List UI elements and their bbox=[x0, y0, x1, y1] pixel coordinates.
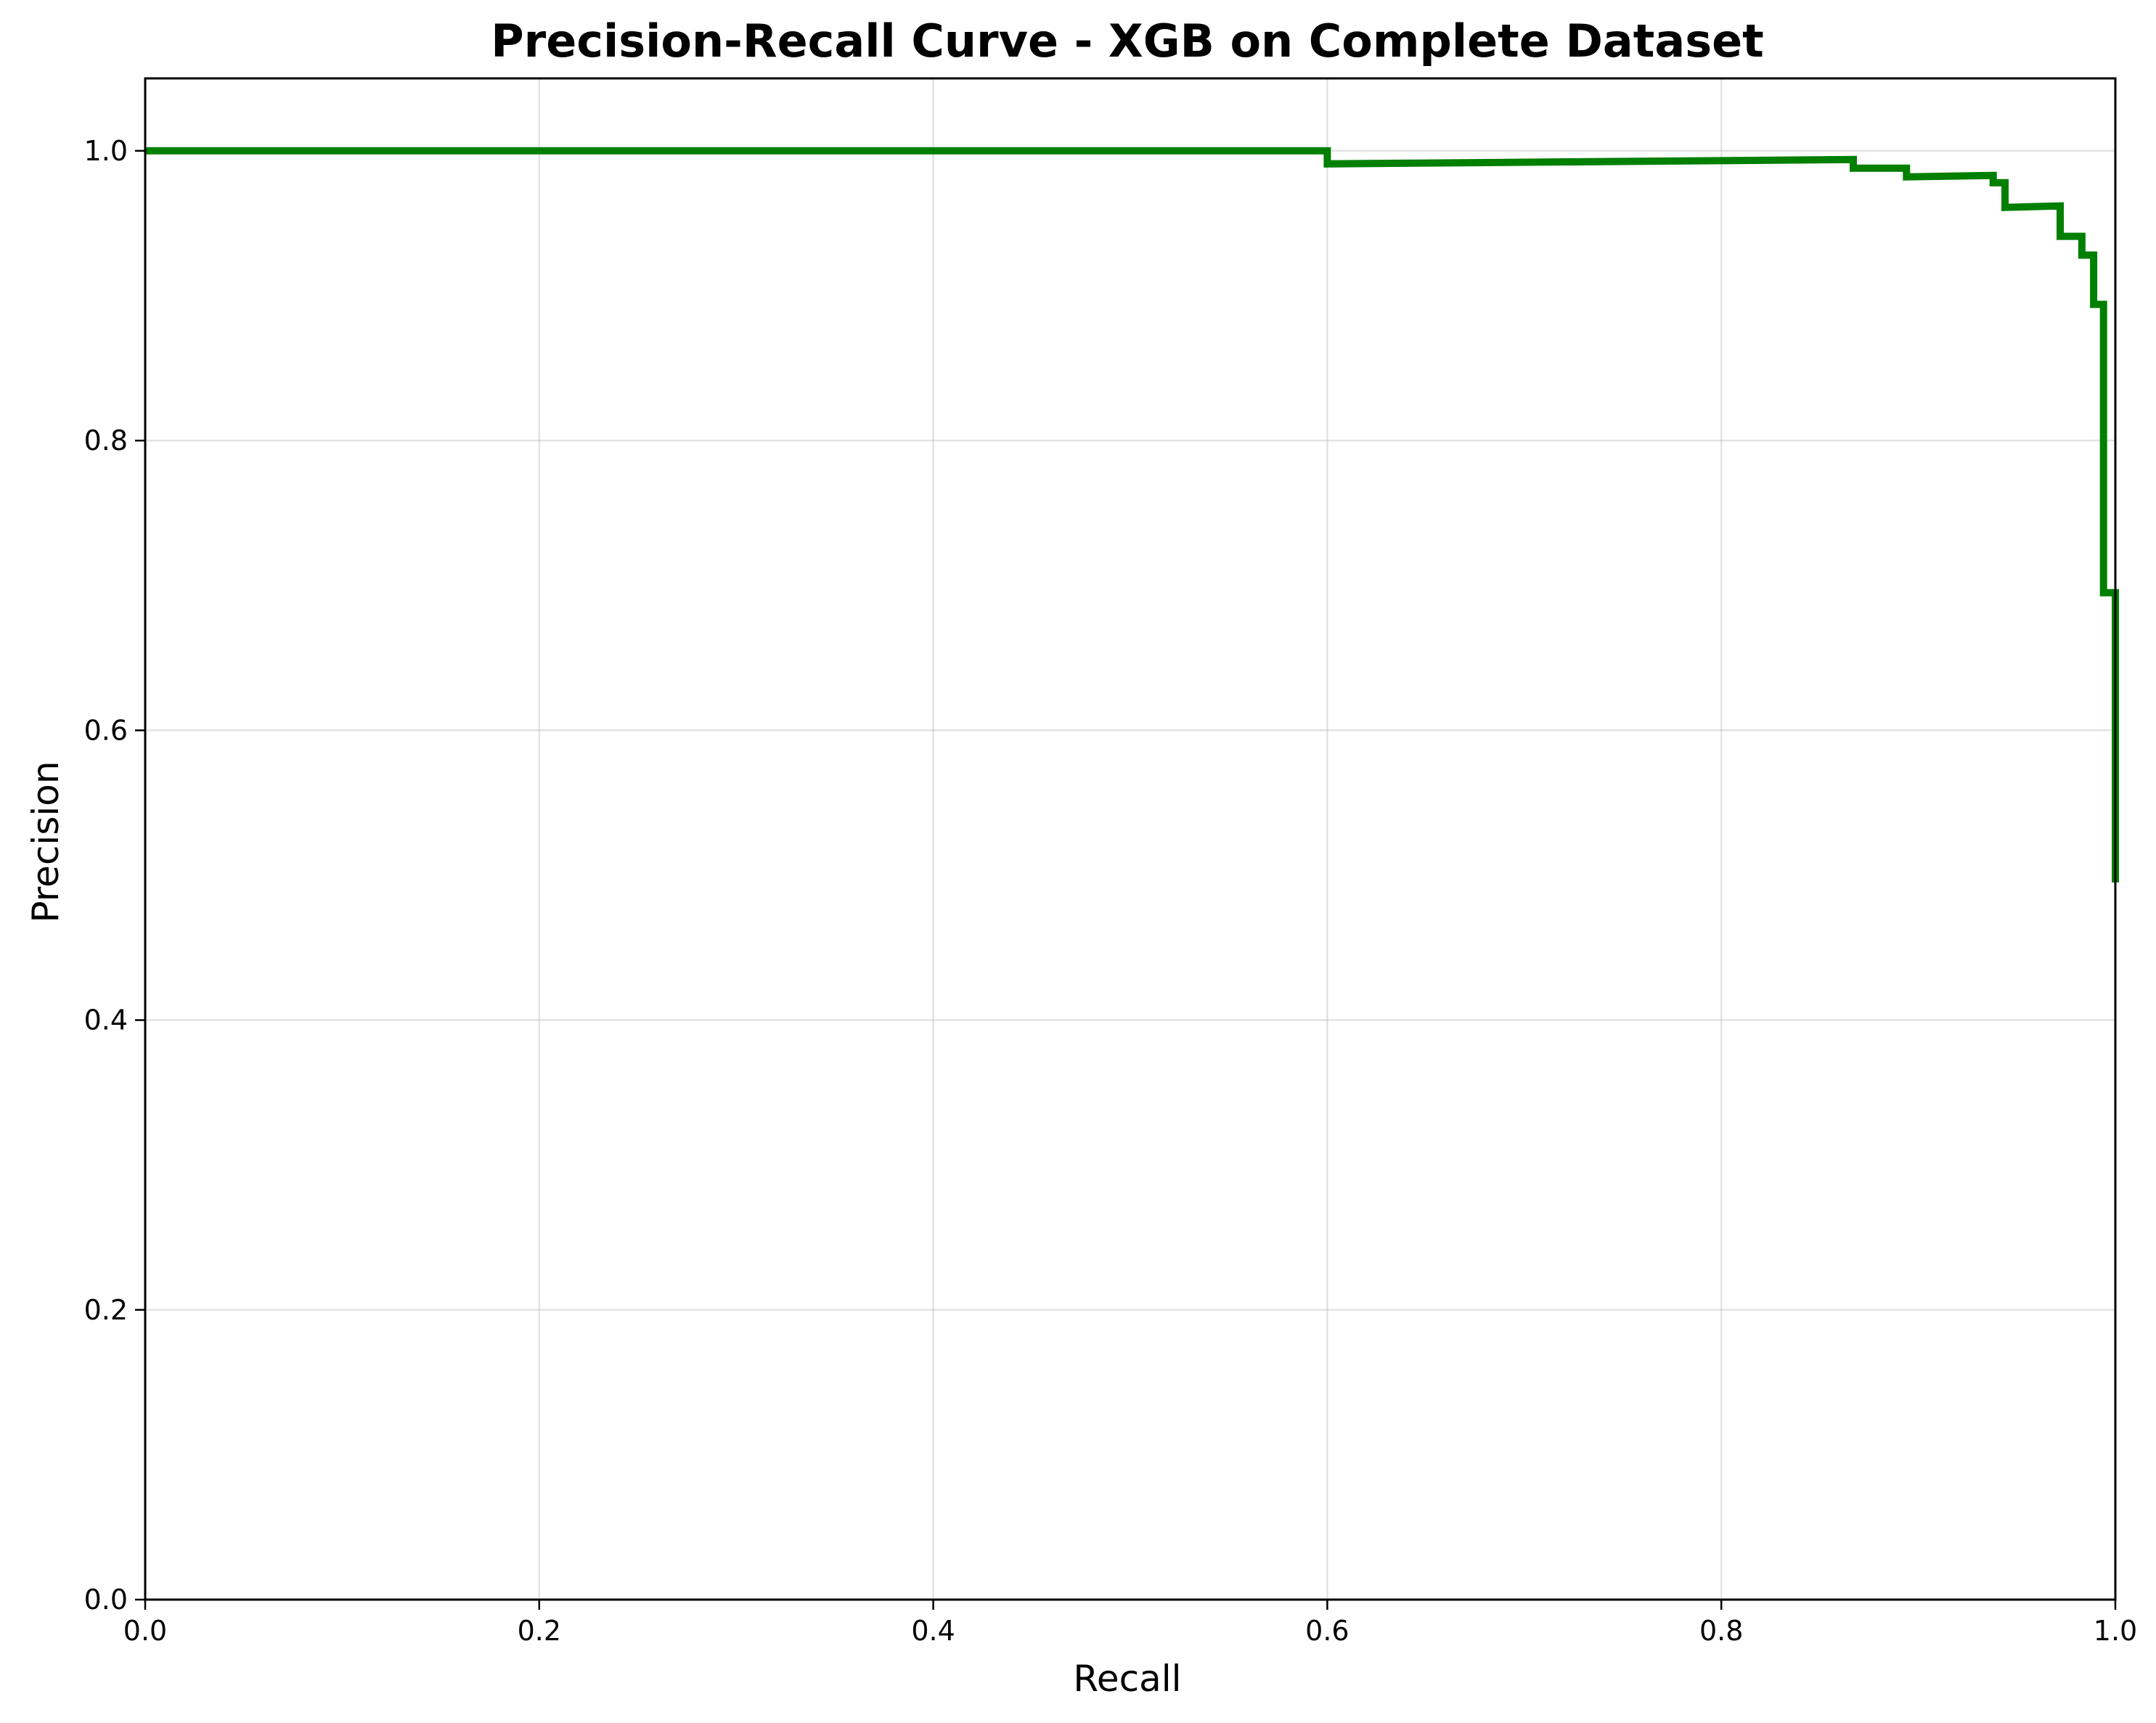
tick-layer: 0.0 0.2 0.4 0.6 0.8 1.0 0.0 0.2 0.4 0.6 0.8 1.0 bbox=[84, 135, 2138, 1647]
x-tick-label: 0.6 bbox=[1305, 1615, 1349, 1647]
x-tick-label: 0.2 bbox=[518, 1615, 561, 1647]
x-tick-label: 0.4 bbox=[911, 1615, 955, 1647]
grid-layer bbox=[144, 78, 2117, 1601]
y-tick-label: 0.0 bbox=[84, 1584, 128, 1616]
chart-title: Precision-Recall Curve - XGB on Complete… bbox=[491, 15, 1764, 67]
y-axis-label: Precision bbox=[25, 761, 67, 922]
y-tick-label: 0.4 bbox=[84, 1004, 128, 1036]
plot-frame bbox=[144, 77, 2117, 1601]
y-tick-label: 0.6 bbox=[84, 714, 128, 746]
y-tick-label: 1.0 bbox=[84, 135, 128, 167]
curve-layer bbox=[145, 147, 2119, 883]
y-tick-label: 0.8 bbox=[84, 425, 128, 457]
x-tick-label: 0.8 bbox=[1699, 1615, 1743, 1647]
x-tick-label: 0.0 bbox=[123, 1615, 167, 1647]
x-tick-label: 1.0 bbox=[2094, 1615, 2137, 1647]
y-tick-label: 0.2 bbox=[84, 1294, 128, 1326]
precision-recall-curve bbox=[145, 147, 2119, 883]
x-axis-label: Recall bbox=[1073, 1658, 1181, 1700]
